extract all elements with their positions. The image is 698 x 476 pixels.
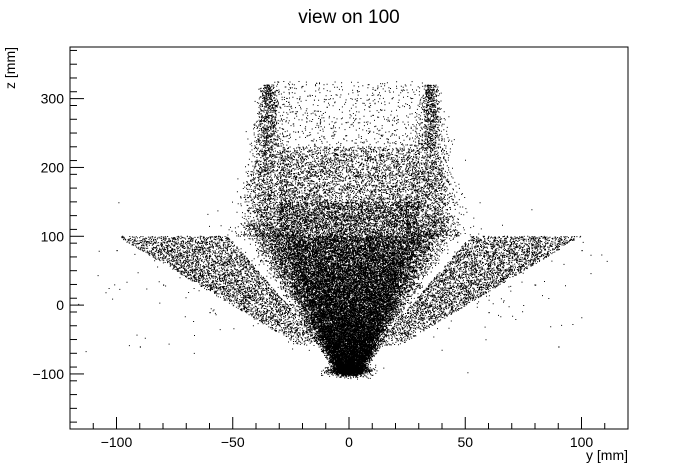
data-point [267, 84, 269, 87]
data-point [372, 339, 374, 341]
data-point [395, 239, 397, 241]
data-point [395, 208, 397, 210]
data-point [209, 312, 211, 314]
data-point [302, 239, 304, 241]
data-point [511, 256, 513, 259]
data-point [139, 346, 141, 348]
x-axis-label: y [mm] [586, 447, 628, 463]
data-points [116, 84, 583, 376]
data-point [302, 208, 304, 210]
y-tick-label: 200 [41, 159, 65, 175]
data-point [418, 201, 420, 204]
chart-title: view on 100 [298, 7, 399, 28]
x-tick-label: −50 [221, 434, 245, 450]
data-point [314, 160, 316, 162]
data-point [221, 263, 223, 265]
data-point [337, 360, 339, 362]
scatter-cloud-path [78, 81, 608, 380]
data-point [186, 256, 188, 259]
data-point [314, 270, 316, 272]
data-point [163, 284, 165, 286]
data-point [488, 312, 490, 314]
data-point [418, 153, 420, 155]
data-point [407, 291, 409, 293]
data-point [349, 277, 351, 279]
data-point [349, 167, 351, 169]
x-tick-label: −100 [101, 434, 133, 450]
data-point [116, 250, 118, 252]
data-point [279, 153, 281, 155]
data-point [349, 215, 351, 217]
data-point [390, 318, 392, 321]
data-point [569, 239, 572, 241]
data-point [342, 373, 344, 376]
y-tick-label: 0 [56, 297, 64, 313]
data-point [581, 250, 583, 252]
data-point [290, 291, 293, 293]
data-point [360, 360, 362, 362]
data-point [476, 263, 479, 265]
data-point [442, 250, 444, 252]
x-tick-label: 0 [345, 434, 353, 450]
data-point [349, 305, 351, 307]
data-point [307, 318, 309, 321]
data-point [349, 226, 351, 228]
y-tick-label: 300 [41, 91, 65, 107]
data-point [279, 263, 281, 265]
data-point [349, 236, 351, 238]
x-axis-ticks: −100 −50 0 50 100 [92, 417, 606, 450]
x-tick-label: 50 [457, 434, 473, 450]
data-point [453, 291, 455, 293]
data-point [430, 84, 432, 87]
data-point [279, 201, 281, 204]
data-point [430, 236, 432, 238]
data-point [244, 291, 246, 293]
x-tick-label: 100 [570, 434, 594, 450]
data-point [558, 346, 560, 348]
y-axis-label: z [mm] [2, 47, 18, 89]
data-point [535, 284, 537, 286]
data-point [256, 250, 258, 252]
y-axis-ticks: −100 0 100 200 300 [32, 49, 84, 423]
data-point [349, 373, 351, 376]
y-tick-label: −100 [32, 366, 64, 382]
data-point [383, 160, 386, 162]
data-point [356, 373, 358, 376]
y-tick-label: 100 [41, 228, 65, 244]
data-point [267, 236, 269, 238]
data-point [128, 239, 130, 241]
data-point [418, 263, 420, 265]
scatter-point-cloud [78, 81, 608, 380]
data-point [383, 270, 386, 272]
data-point [325, 339, 327, 341]
